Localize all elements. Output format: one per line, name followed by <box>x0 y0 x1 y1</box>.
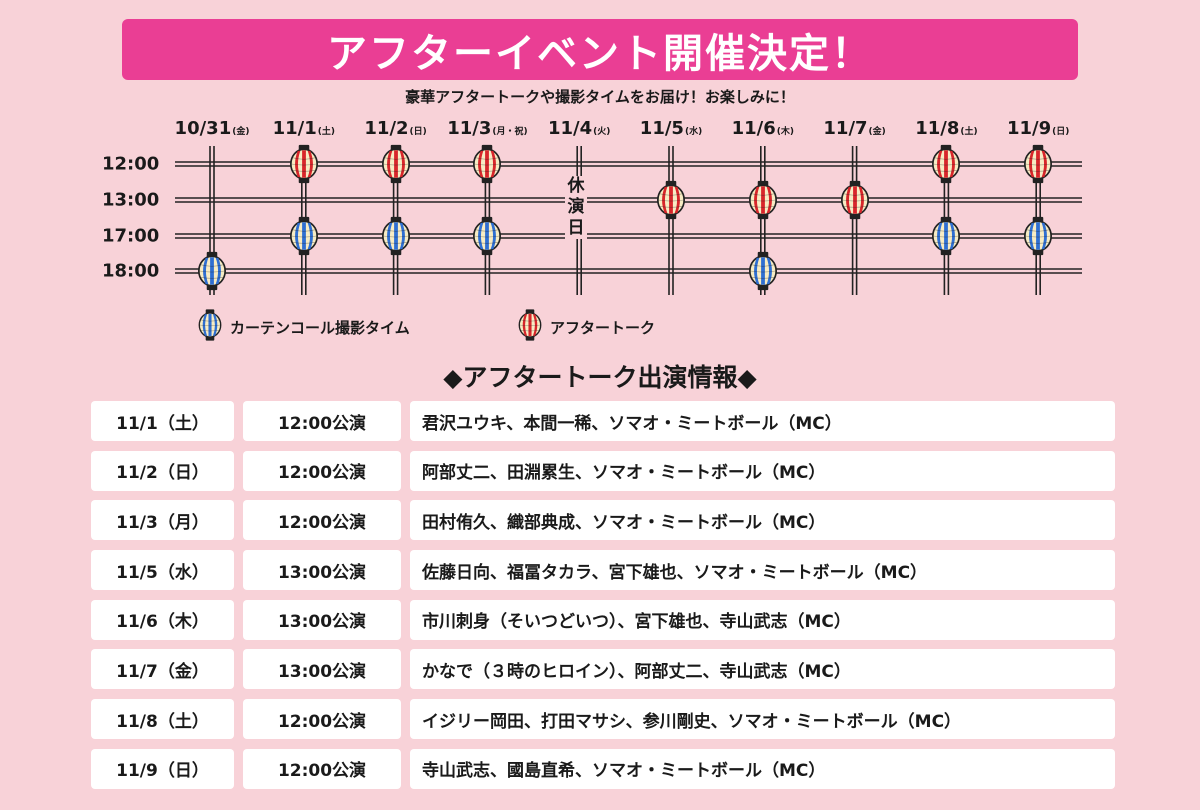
date-label: 11/7(金) <box>823 118 886 139</box>
blue-lantern-icon <box>381 216 411 256</box>
row-cast: イジリー岡田、打田マサシ、参川剛史、ソマオ・ミートボール（MC） <box>410 699 1115 740</box>
date-label: 11/5(水) <box>639 118 703 139</box>
row-date: 11/5（水） <box>91 550 234 591</box>
schedule-grid: 休演日 12:00 13:00 17:00 18:00 10/31(金) 11/1(土) 1… <box>0 110 1200 310</box>
red-lantern-icon <box>748 180 778 220</box>
legend-curtain: カーテンコール撮影タイム <box>198 308 410 346</box>
legend-talk: アフタートーク <box>518 308 655 346</box>
red-lantern-icon <box>656 180 686 220</box>
blue-lantern-icon <box>472 216 502 256</box>
title-banner: アフターイベント開催決定！ <box>122 19 1078 80</box>
row-cast: 田村侑久、織部典成、ソマオ・ミートボール（MC） <box>410 500 1115 541</box>
blue-lantern-icon <box>748 251 778 291</box>
row-time: 12:00公演 <box>243 699 401 740</box>
row-date: 11/6（木） <box>91 599 234 640</box>
time-label: 13:00 <box>102 189 160 211</box>
table-row: 11/1（土） 12:00公演 君沢ユウキ、本間一稀、ソマオ・ミートボール（MC） <box>91 401 1115 441</box>
talk-info-table: 11/1（土） 12:00公演 君沢ユウキ、本間一稀、ソマオ・ミートボール（MC） 1… <box>91 401 1115 799</box>
holiday-label: 休演日 <box>565 176 587 239</box>
date-label: 10/31(金) <box>174 118 250 139</box>
date-line <box>668 146 674 295</box>
table-row: 11/5（水） 13:00公演 佐藤日向、福冨タカラ、宮下雄也、ソマオ・ミートボール… <box>91 550 1115 591</box>
banner-title: アフターイベント開催決定！ <box>327 30 873 77</box>
date-label: 11/3(月・祝) <box>447 118 528 139</box>
time-label: 17:00 <box>102 225 160 247</box>
date-label: 11/9(日) <box>1006 118 1070 139</box>
time-line-1800 <box>175 268 1082 274</box>
row-date: 11/7（金） <box>91 649 234 690</box>
red-lantern-icon <box>518 308 542 346</box>
red-lantern-icon <box>1023 144 1053 184</box>
row-date: 11/1（土） <box>91 401 234 441</box>
table-row: 11/6（木） 13:00公演 市川刺身（そいつどいつ）、宮下雄也、寺山武志（MC） <box>91 599 1115 640</box>
row-time: 12:00公演 <box>243 450 401 491</box>
blue-lantern-icon <box>197 251 227 291</box>
row-cast: 寺山武志、國島直希、ソマオ・ミートボール（MC） <box>410 748 1115 789</box>
row-time: 13:00公演 <box>243 599 401 640</box>
time-line-1300 <box>175 197 1082 203</box>
table-row: 11/9（日） 12:00公演 寺山武志、國島直希、ソマオ・ミートボール（MC） <box>91 748 1115 789</box>
date-label: 11/8(土) <box>915 118 978 139</box>
red-lantern-icon <box>381 144 411 184</box>
legend-talk-label: アフタートーク <box>550 318 656 337</box>
row-cast: 市川刺身（そいつどいつ）、宮下雄也、寺山武志（MC） <box>410 599 1115 640</box>
blue-lantern-icon <box>1023 216 1053 256</box>
date-label: 11/4(火) <box>547 118 611 139</box>
grid-lines <box>175 146 1082 295</box>
time-label: 12:00 <box>102 153 160 175</box>
row-time: 13:00公演 <box>243 649 401 690</box>
row-time: 12:00公演 <box>243 401 401 441</box>
date-label: 11/1(土) <box>272 118 335 139</box>
red-lantern-icon <box>289 144 319 184</box>
table-row: 11/8（土） 12:00公演 イジリー岡田、打田マサシ、参川剛史、ソマオ・ミートボ… <box>91 699 1115 740</box>
row-time: 12:00公演 <box>243 500 401 541</box>
row-date: 11/8（土） <box>91 699 234 740</box>
section-title: ◆アフタートーク出演情報◆ <box>443 363 757 392</box>
table-row: 11/3（月） 12:00公演 田村侑久、織部典成、ソマオ・ミートボール（MC） <box>91 500 1115 541</box>
red-lantern-icon <box>931 144 961 184</box>
date-label: 11/2(日) <box>364 118 427 139</box>
row-cast: 佐藤日向、福冨タカラ、宮下雄也、ソマオ・ミートボール（MC） <box>410 550 1115 591</box>
blue-lantern-icon <box>289 216 319 256</box>
table-row: 11/2（日） 12:00公演 阿部丈二、田淵累生、ソマオ・ミートボール（MC） <box>91 450 1115 491</box>
date-line <box>851 146 858 295</box>
row-date: 11/2（日） <box>91 450 234 491</box>
row-cast: 君沢ユウキ、本間一稀、ソマオ・ミートボール（MC） <box>410 401 1115 441</box>
red-lantern-icon <box>840 180 870 220</box>
row-time: 13:00公演 <box>243 550 401 591</box>
row-date: 11/3（月） <box>91 500 234 541</box>
time-label: 18:00 <box>102 260 160 282</box>
blue-lantern-icon <box>931 216 961 256</box>
time-line-1200 <box>175 161 1082 167</box>
date-label: 11/6(木) <box>731 118 794 139</box>
time-line-1700 <box>175 233 1082 239</box>
legend-curtain-label: カーテンコール撮影タイム <box>230 318 410 337</box>
table-row: 11/7（金） 13:00公演 かなで（３時のヒロイン）、阿部丈二、寺山武志（MC） <box>91 649 1115 690</box>
blue-lantern-icon <box>198 308 222 346</box>
row-time: 12:00公演 <box>243 748 401 789</box>
row-cast: 阿部丈二、田淵累生、ソマオ・ミートボール（MC） <box>410 450 1115 491</box>
red-lantern-icon <box>472 144 502 184</box>
subtitle: 豪華アフタートークや撮影タイムをお届け！お楽しみに！ <box>405 88 795 106</box>
row-cast: かなで（３時のヒロイン）、阿部丈二、寺山武志（MC） <box>410 649 1115 690</box>
row-date: 11/9（日） <box>91 748 234 789</box>
